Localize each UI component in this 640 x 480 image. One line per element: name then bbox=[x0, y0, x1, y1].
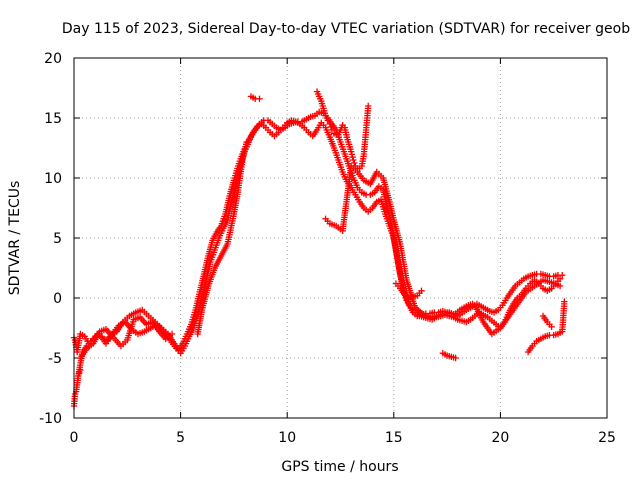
x-axis-label: GPS time / hours bbox=[281, 459, 398, 475]
x-tick-label: 15 bbox=[385, 430, 403, 446]
data-point bbox=[75, 372, 82, 380]
data-point bbox=[77, 366, 84, 374]
data-point bbox=[324, 117, 331, 124]
y-tick-label: 5 bbox=[53, 231, 62, 247]
y-tick-label: 10 bbox=[44, 171, 62, 187]
y-axis-label: SDTVAR / TECUs bbox=[7, 181, 23, 296]
axis-ticks bbox=[73, 57, 608, 419]
data-point bbox=[326, 120, 334, 128]
data-point bbox=[548, 323, 555, 330]
y-tick-label: -10 bbox=[39, 411, 62, 427]
data-point bbox=[347, 148, 355, 155]
grid-lines bbox=[74, 58, 607, 418]
x-tick-label: 5 bbox=[176, 430, 185, 446]
data-point bbox=[559, 272, 566, 279]
data-point bbox=[243, 138, 250, 146]
data-point bbox=[351, 159, 358, 167]
data-point bbox=[452, 354, 459, 362]
y-tick-label: 0 bbox=[53, 291, 62, 307]
x-tick-label: 20 bbox=[491, 430, 509, 446]
data-point bbox=[556, 275, 564, 282]
y-tick-label: 15 bbox=[44, 111, 62, 127]
chart-title: Day 115 of 2023, Sidereal Day-to-day VTE… bbox=[62, 21, 630, 37]
data-point bbox=[348, 151, 356, 158]
data-point bbox=[418, 287, 425, 294]
data-point bbox=[350, 156, 357, 164]
data-point bbox=[76, 369, 83, 377]
data-point bbox=[556, 282, 564, 290]
data-point bbox=[168, 330, 176, 338]
x-tick-label: 25 bbox=[598, 430, 616, 446]
data-point bbox=[327, 123, 335, 131]
data-point bbox=[365, 102, 372, 110]
data-point bbox=[328, 126, 336, 134]
tick-labels: 0 5 10 15 20 25 -10 -5 0 5 10 15 20 bbox=[39, 51, 616, 446]
y-tick-label: 20 bbox=[44, 51, 62, 67]
data-point bbox=[256, 95, 263, 102]
x-tick-label: 10 bbox=[278, 430, 296, 446]
y-tick-label: -5 bbox=[48, 351, 62, 367]
plot-frame bbox=[73, 57, 608, 419]
data-points bbox=[70, 88, 568, 410]
data-point bbox=[561, 298, 568, 305]
data-point bbox=[349, 154, 356, 161]
x-tick-label: 0 bbox=[70, 430, 79, 446]
